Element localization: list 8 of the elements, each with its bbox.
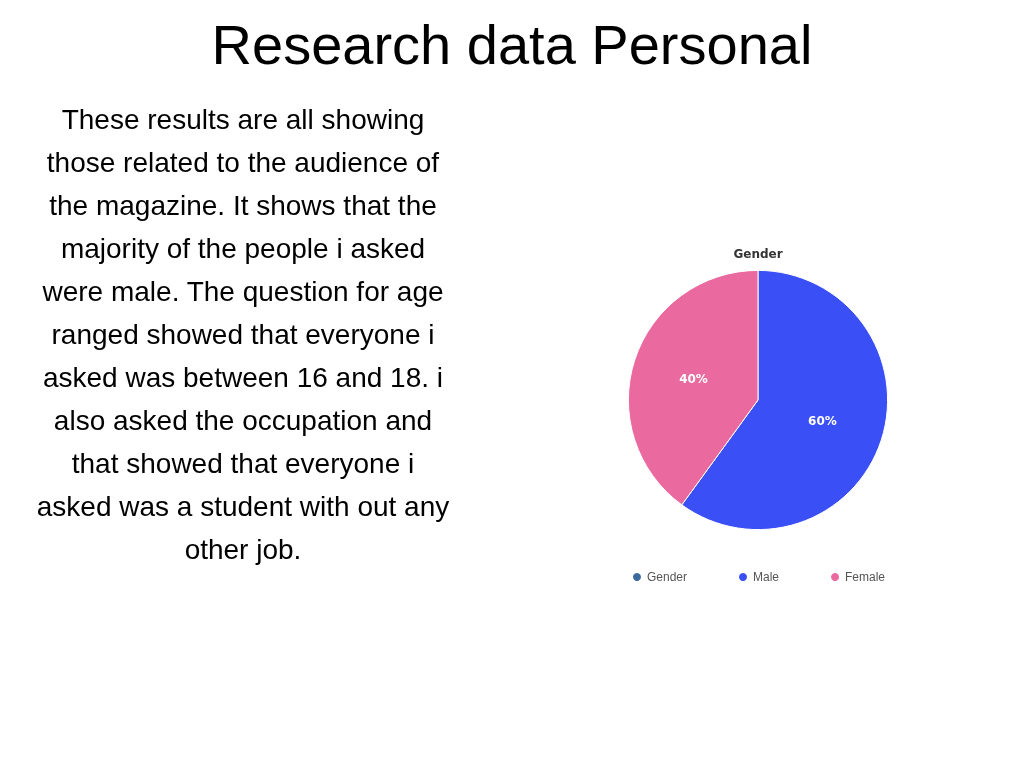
legend-label: Gender (646, 570, 688, 584)
chart-title: Gender (733, 247, 783, 261)
legend-label: Male (753, 570, 780, 584)
data-label: 40% (679, 372, 708, 387)
data-label: 60% (808, 413, 837, 428)
text: These results are all showing those related to the audience of the magazine. It shows that the majority of the people i asked were male. The question for age ranged showed that everyone i asked was between 16 and 18. i also asked the occupation and that showed that everyone i asked was a student with out any other job. (36, 104, 450, 565)
legend-label: Female (845, 570, 886, 584)
chart-subtitle: Research data Personal (210, 13, 814, 77)
